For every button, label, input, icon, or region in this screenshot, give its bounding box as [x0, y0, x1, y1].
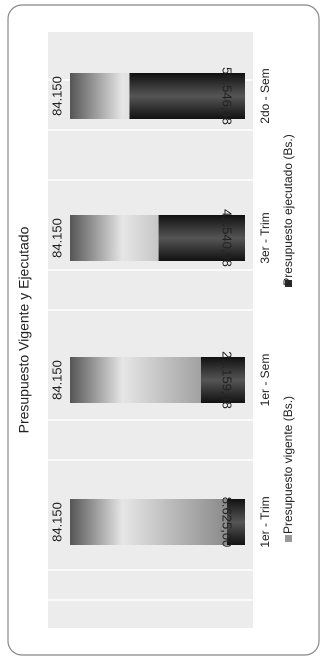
- bar-ejecutado: [200, 357, 245, 403]
- bar-ejecutado: [129, 73, 245, 119]
- x-tick-label: 1er - Trim: [258, 496, 272, 547]
- value-label: 84.150: [49, 76, 64, 116]
- legend-label: Presupuesto vigente (Bs.): [281, 396, 295, 534]
- value-label: 84.150: [49, 360, 64, 400]
- value-label: 8.625,00: [220, 497, 235, 548]
- bar-ejecutado: [227, 499, 245, 545]
- plot-stripes: [48, 79, 253, 601]
- x-tick-label: 3er - Trim: [258, 212, 272, 263]
- chart-title: Presupuesto Vigente y Ejecutado: [16, 226, 32, 433]
- legend-label: Presupuesto ejecutado (Bs.): [281, 134, 295, 285]
- bar-vigente: [70, 499, 245, 545]
- value-label: 41.540,98: [220, 209, 235, 267]
- x-tick-label: 2do - Sem: [258, 68, 272, 123]
- legend-swatch: [285, 280, 292, 287]
- value-label: 55.546,48: [220, 67, 235, 125]
- value-label: 21.159,48: [220, 351, 235, 409]
- bar-ejecutado: [158, 215, 245, 261]
- x-tick-label: 1er - Sem: [258, 354, 272, 407]
- value-label: 84.150: [49, 502, 64, 542]
- value-label: 84.150: [49, 218, 64, 258]
- legend-swatch: [285, 535, 292, 542]
